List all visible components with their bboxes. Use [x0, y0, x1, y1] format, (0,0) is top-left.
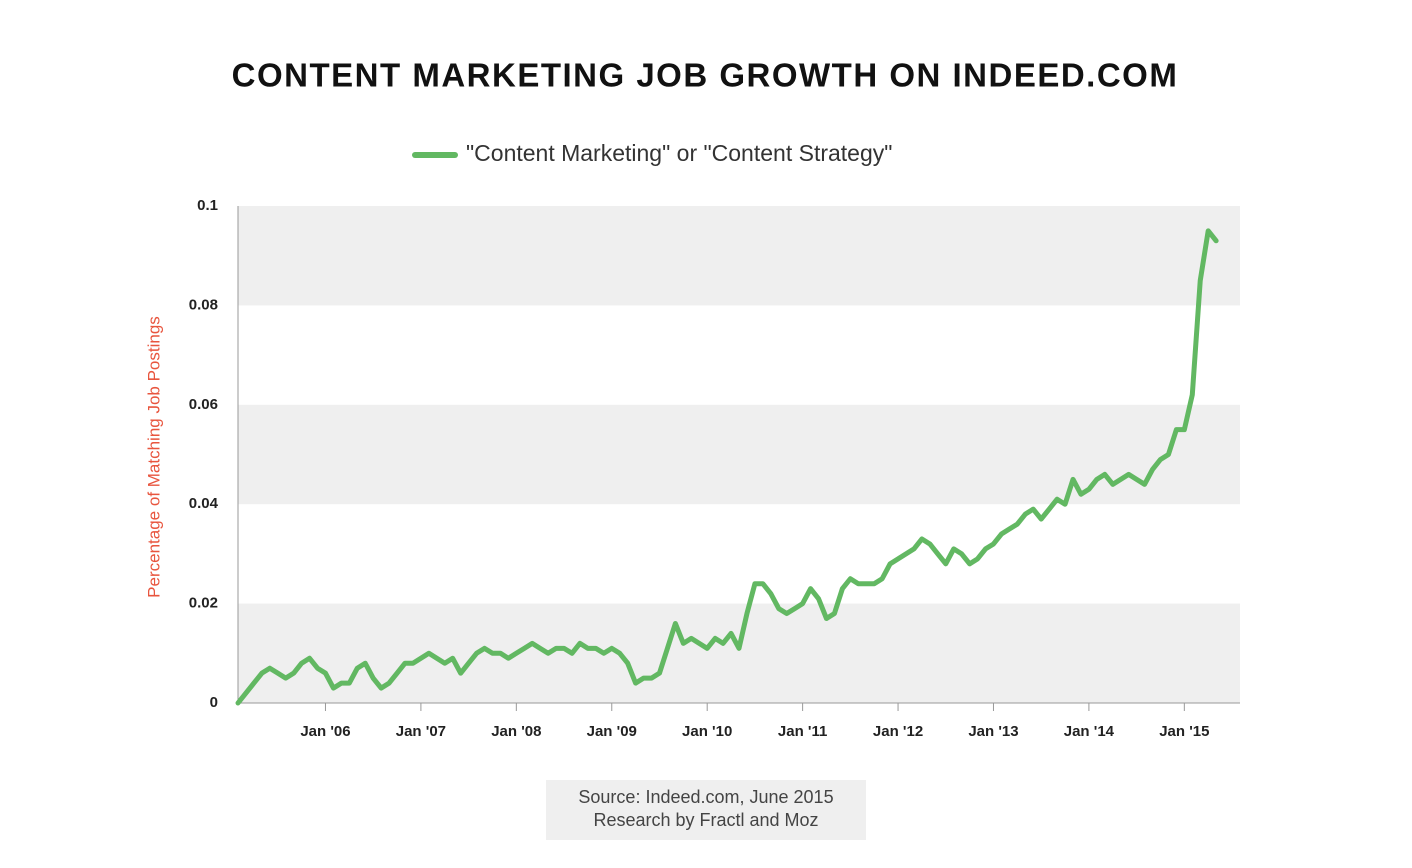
y-tick-label: 0.06: [189, 396, 218, 413]
y-tick-label: 0.08: [189, 296, 218, 313]
x-tick-label: Jan '10: [682, 723, 732, 740]
legend-label: "Content Marketing" or "Content Strategy…: [466, 140, 892, 166]
x-tick-label: Jan '08: [491, 723, 541, 740]
y-tick-label: 0.1: [197, 197, 218, 214]
x-tick-label: Jan '06: [300, 723, 350, 740]
x-tick-label: Jan '13: [968, 723, 1018, 740]
x-tick-label: Jan '15: [1159, 723, 1209, 740]
x-tick-label: Jan '11: [778, 723, 827, 740]
chart-title: CONTENT MARKETING JOB GROWTH ON INDEED.C…: [232, 57, 1179, 94]
grid-band: [238, 404, 1240, 505]
data-line: [235, 228, 1219, 706]
x-tick-label: Jan '07: [396, 723, 446, 740]
plot-area: 0 0.02 0.04 0.06 0.08 0.1 Jan '06 Jan '07 Jan '0…: [189, 197, 1240, 740]
grid-band: [238, 206, 1240, 306]
source-text: Source: Indeed.com, June 2015: [578, 787, 833, 807]
x-tick-label: Jan '12: [873, 723, 923, 740]
x-tick-label: Jan '09: [587, 723, 637, 740]
y-tick-label: 0.02: [189, 595, 218, 612]
source-box: [546, 780, 866, 840]
grid-band: [238, 603, 1240, 703]
y-tick-label: 0: [210, 694, 218, 711]
y-axis-label: Percentage of Matching Job Postings: [144, 316, 163, 598]
x-tick-label: Jan '14: [1064, 723, 1115, 740]
y-tick-label: 0.04: [189, 495, 219, 512]
source-text: Research by Fractl and Moz: [593, 810, 818, 830]
